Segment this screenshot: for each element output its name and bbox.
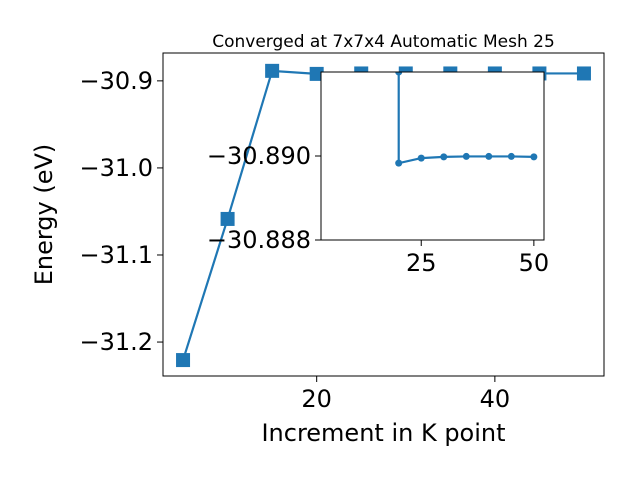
data-point xyxy=(265,63,280,78)
data-line xyxy=(397,72,534,165)
y-tick-label: −31.2 xyxy=(79,328,153,356)
x-tick-label: 20 xyxy=(301,385,332,413)
y-tick-label: −31.0 xyxy=(79,154,153,182)
axes-frame xyxy=(320,71,545,241)
x-tick-label: 40 xyxy=(480,385,511,413)
x-axis-label: Increment in K point xyxy=(261,419,505,447)
data-point xyxy=(530,153,538,161)
data-point xyxy=(395,72,403,76)
chart-title: Converged at 7x7x4 Automatic Mesh 25 xyxy=(212,32,555,52)
data-point xyxy=(220,211,235,226)
plot-area xyxy=(395,72,538,167)
data-point xyxy=(440,153,448,161)
y-tick-label: −30.888 xyxy=(207,226,311,254)
data-point xyxy=(462,152,470,160)
data-point xyxy=(417,154,425,162)
y-tick-label: −31.1 xyxy=(79,241,153,269)
data-point xyxy=(576,66,591,81)
y-tick-label: −30.890 xyxy=(207,142,311,170)
data-point xyxy=(395,159,403,167)
data-point xyxy=(176,353,191,368)
x-tick-label: 50 xyxy=(519,249,550,277)
y-tick-label: −30.9 xyxy=(79,67,153,95)
axes-frame xyxy=(162,52,605,377)
data-point xyxy=(309,66,324,81)
x-tick-label: 25 xyxy=(406,249,437,277)
data-point xyxy=(485,152,493,160)
data-point xyxy=(507,152,515,160)
y-axis-label: Energy (eV) xyxy=(30,144,58,286)
